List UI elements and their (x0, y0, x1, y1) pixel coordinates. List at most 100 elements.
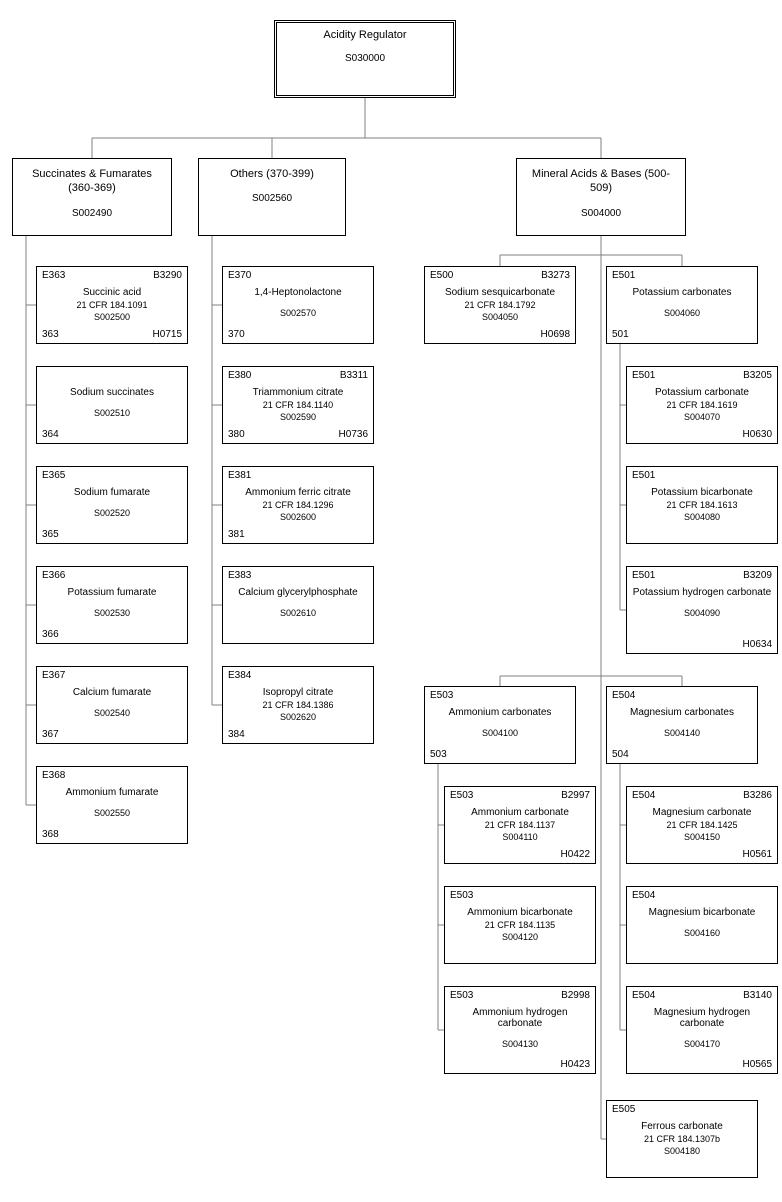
node-cfr: 21 CFR 184.1613 (632, 500, 772, 510)
tree-node: E505Ferrous carbonate21 CFR 184.1307bS00… (606, 1100, 758, 1178)
code-tl: E380 (228, 370, 251, 381)
code-tl: E501 (632, 570, 655, 581)
node-name: Ammonium hydrogen carbonate (450, 1007, 590, 1029)
code-br: H0561 (743, 849, 772, 860)
tree-node: E504B3140H0565Magnesium hydrogen carbona… (626, 986, 778, 1074)
code-tl: E383 (228, 570, 251, 581)
node-scode: S002500 (42, 312, 182, 322)
code-tl: E365 (42, 470, 65, 481)
node-scode: S004060 (612, 308, 752, 318)
node-name: Potassium bicarbonate (632, 487, 772, 498)
node-scode: S004110 (450, 832, 590, 842)
code-br: H0630 (743, 429, 772, 440)
tree-node: E504B3286H0561Magnesium carbonate21 CFR … (626, 786, 778, 864)
code-bl: 381 (228, 529, 245, 540)
node-scode: S004170 (632, 1039, 772, 1049)
tree-node: E504504Magnesium carbonatesS004140 (606, 686, 758, 764)
node-scode: S002510 (42, 408, 182, 418)
code-tl: E501 (632, 370, 655, 381)
node-name: Ammonium ferric citrate (228, 487, 368, 498)
node-scode: S004120 (450, 932, 590, 942)
code-br: H0736 (339, 429, 368, 440)
code-bl: 504 (612, 749, 629, 760)
node-name: Magnesium hydrogen carbonate (632, 1007, 772, 1029)
node-code: S002490 (18, 208, 166, 219)
node-name: Magnesium carbonates (612, 707, 752, 718)
code-tl: E504 (612, 690, 635, 701)
tree-node: E380B3311380H0736Triammonium citrate21 C… (222, 366, 374, 444)
node-name: Ammonium fumarate (42, 787, 182, 798)
node-name: Isopropyl citrate (228, 687, 368, 698)
code-tl: E504 (632, 790, 655, 801)
node-name: Magnesium bicarbonate (632, 907, 772, 918)
node-scode: S002550 (42, 808, 182, 818)
tree-node: E504Magnesium bicarbonateS004160 (626, 886, 778, 964)
node-scode: S002590 (228, 412, 368, 422)
tree-node: Others (370-399)S002560 (198, 158, 346, 236)
tree-node: E384384Isopropyl citrate21 CFR 184.1386S… (222, 666, 374, 744)
tree-node: E503503Ammonium carbonatesS004100 (424, 686, 576, 764)
node-name: Potassium carbonate (632, 387, 772, 398)
node-scode: S004100 (430, 728, 570, 738)
code-br: H0565 (743, 1059, 772, 1070)
node-name: Sodium sesquicarbonate (430, 287, 570, 298)
node-scode: S004080 (632, 512, 772, 522)
node-name: Potassium carbonates (612, 287, 752, 298)
node-title: Acidity Regulator (282, 29, 448, 41)
tree-node: E500B3273H0698Sodium sesquicarbonate21 C… (424, 266, 576, 344)
node-cfr: 21 CFR 184.1296 (228, 500, 368, 510)
code-bl: 380 (228, 429, 245, 440)
code-br: H0634 (743, 639, 772, 650)
node-title: Mineral Acids & Bases (500-509) (522, 167, 680, 196)
code-tl: E370 (228, 270, 251, 281)
tree-node: Mineral Acids & Bases (500-509) S004000 (516, 158, 686, 236)
code-bl: 364 (42, 429, 59, 440)
code-tl: E500 (430, 270, 453, 281)
code-bl: 503 (430, 749, 447, 760)
node-name: Succinic acid (42, 287, 182, 298)
node-scode: S004050 (430, 312, 570, 322)
node-name: Potassium hydrogen carbonate (632, 587, 772, 598)
code-tl: E381 (228, 470, 251, 481)
code-bl: 367 (42, 729, 59, 740)
code-tl: E363 (42, 270, 65, 281)
code-tr: B3205 (743, 370, 772, 381)
node-cfr: 21 CFR 184.1091 (42, 300, 182, 310)
node-scode: S004160 (632, 928, 772, 938)
tree-node: 364 Sodium succinates S002510 (36, 366, 188, 444)
code-bl: 366 (42, 629, 59, 640)
code-bl: 365 (42, 529, 59, 540)
tree-node: E368368Ammonium fumarateS002550 (36, 766, 188, 844)
code-tr: B3209 (743, 570, 772, 581)
code-tl: E503 (430, 690, 453, 701)
code-tl: E384 (228, 670, 251, 681)
tree-node: Acidity RegulatorS030000 (274, 20, 456, 98)
node-scode: S002620 (228, 712, 368, 722)
tree-node: E366366Potassium fumarateS002530 (36, 566, 188, 644)
code-tl: E503 (450, 890, 473, 901)
node-cfr: 21 CFR 184.1619 (632, 400, 772, 410)
code-tl: E503 (450, 990, 473, 1001)
node-cfr: 21 CFR 184.1307b (612, 1134, 752, 1144)
node-scode: S002610 (228, 608, 368, 618)
tree-node: E501Potassium bicarbonate21 CFR 184.1613… (626, 466, 778, 544)
code-br: H0715 (153, 329, 182, 340)
code-br: H0422 (561, 849, 590, 860)
node-title: Succinates & Fumarates (360-369) (18, 167, 166, 196)
node-name: Triammonium citrate (228, 387, 368, 398)
tree-node: E501 B3205 H0630 Potassium carbonate 21 CFR … (626, 366, 778, 444)
tree-node: E503B2998H0423Ammonium hydrogen carbonat… (444, 986, 596, 1074)
code-bl: 370 (228, 329, 245, 340)
code-bl: 384 (228, 729, 245, 740)
code-tl: E367 (42, 670, 65, 681)
node-name: Sodium succinates (42, 387, 182, 398)
node-name: Ferrous carbonate (612, 1121, 752, 1132)
tree-node: E370 370 1,4-Heptonolactone S002570 (222, 266, 374, 344)
node-scode: S004070 (632, 412, 772, 422)
tree-node: Succinates & Fumarates (360-369) S002490 (12, 158, 172, 236)
node-code: S004000 (522, 208, 680, 219)
node-title: Others (370-399) (204, 167, 340, 181)
node-scode: S002570 (228, 308, 368, 318)
node-name: 1,4-Heptonolactone (228, 287, 368, 298)
node-cfr: 21 CFR 184.1425 (632, 820, 772, 830)
